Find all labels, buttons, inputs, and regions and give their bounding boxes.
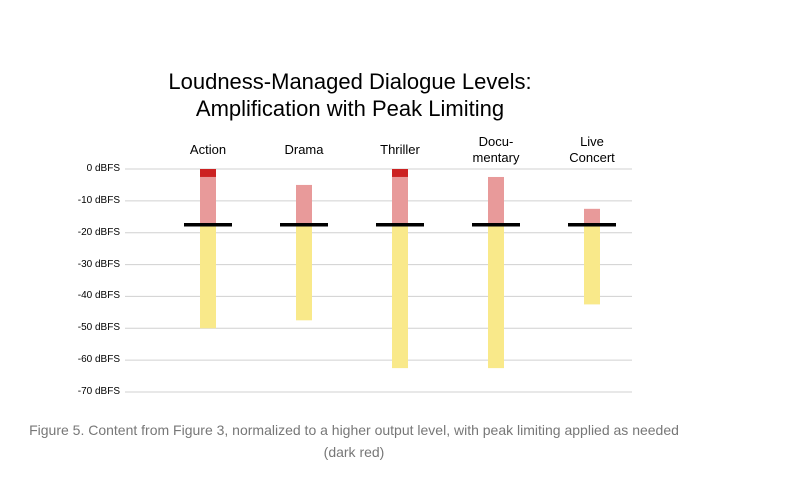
category-label: Drama	[284, 142, 324, 157]
bar-segment-below-dialogue	[488, 224, 504, 369]
y-tick-label: -70 dBFS	[77, 386, 120, 397]
figure-caption-line-2: (dark red)	[323, 444, 385, 460]
category-label: Thriller	[380, 142, 420, 157]
figure-caption-line-1: Figure 5. Content from Figure 3, normali…	[29, 422, 679, 438]
bar-segment-above-dialogue	[488, 176, 504, 225]
category-label: Action	[189, 142, 227, 157]
y-tick-label: -40 dBFS	[77, 290, 120, 302]
bar-segment-below-dialogue	[296, 224, 312, 321]
bar-segment-above-dialogue	[584, 208, 600, 225]
y-tick-label: -20 dBFS	[77, 226, 120, 238]
bar-segment-below-dialogue	[200, 224, 216, 329]
chart-title-line-1: Loudness-Managed Dialogue Levels:	[168, 69, 532, 94]
bar-segment-peak-limiting	[200, 169, 216, 177]
category-label: Docu-mentary	[472, 134, 520, 165]
bar-segment-below-dialogue	[584, 224, 600, 305]
bar-segment-peak-limiting	[392, 169, 408, 177]
category-label: Live Concert	[569, 134, 615, 165]
bar-segment-above-dialogue	[296, 184, 312, 225]
bar-segment-above-dialogue	[200, 176, 216, 225]
bar-segment-below-dialogue	[392, 224, 408, 369]
y-tick-label: -60 dBFS	[77, 354, 120, 366]
y-tick-label: 0 dBFS	[86, 163, 120, 174]
y-tick-label: -50 dBFS	[77, 322, 120, 334]
bar-segment-above-dialogue	[392, 176, 408, 225]
chart-title-line-2: Amplification with Peak Limiting	[195, 96, 505, 121]
y-tick-label: -10 dBFS	[77, 194, 120, 206]
y-tick-label: -30 dBFS	[77, 258, 120, 270]
